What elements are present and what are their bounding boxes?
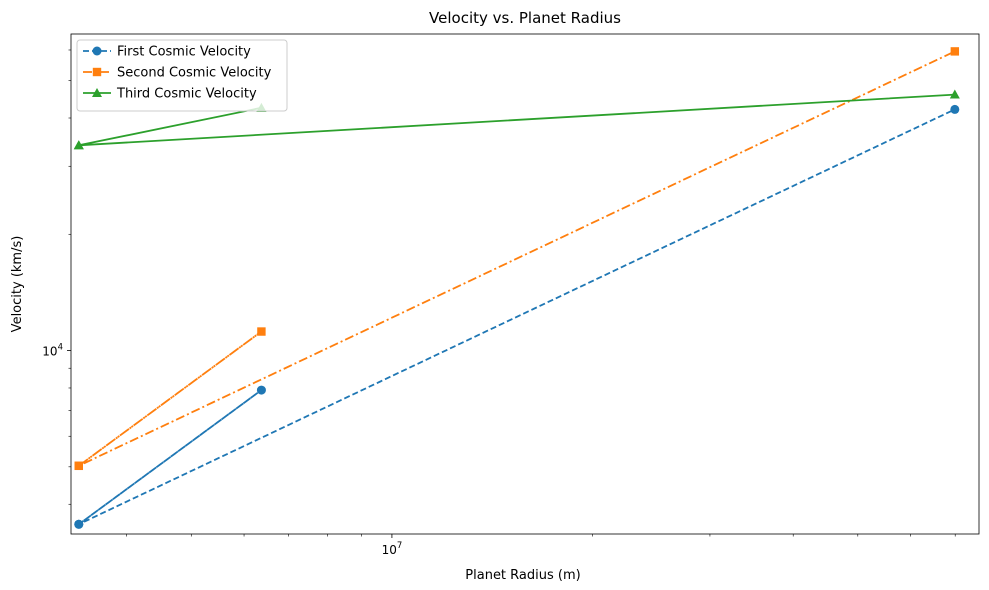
y-tick-label: 104 (42, 343, 63, 359)
y-axis-label: Velocity (km/s) (10, 236, 25, 333)
plot-area (70, 33, 980, 535)
data-point (257, 327, 266, 336)
data-point (950, 104, 960, 114)
data-point (256, 385, 266, 395)
data-point (949, 89, 960, 99)
legend-item: Second Cosmic Velocity (83, 66, 272, 81)
legend-label: Second Cosmic Velocity (117, 66, 272, 81)
series-1 (74, 104, 960, 529)
legend-marker (92, 67, 102, 77)
x-axis-label: Planet Radius (m) (465, 568, 580, 583)
data-point (74, 519, 84, 529)
legend-marker (92, 88, 102, 97)
legend-item: First Cosmic Velocity (83, 45, 251, 60)
data-point (73, 140, 84, 150)
x-tick-label: 107 (382, 541, 403, 557)
chart-title: Velocity vs. Planet Radius (429, 9, 621, 27)
legend-label: Third Cosmic Velocity (116, 87, 257, 102)
series-line (78, 93, 955, 147)
series-line (78, 108, 956, 526)
axis-ticks: 107 104 (42, 49, 956, 557)
legend-marker (92, 46, 102, 56)
legend-label: First Cosmic Velocity (117, 45, 251, 60)
legend: First Cosmic Velocity Second Cosmic Veloc… (76, 39, 288, 112)
legend-item: Third Cosmic Velocity (83, 87, 257, 102)
data-point (950, 47, 960, 56)
data-point (74, 461, 83, 471)
legend-box (76, 39, 288, 112)
series-2 (74, 47, 960, 471)
series-line (78, 50, 956, 467)
series-layer (73, 47, 960, 529)
